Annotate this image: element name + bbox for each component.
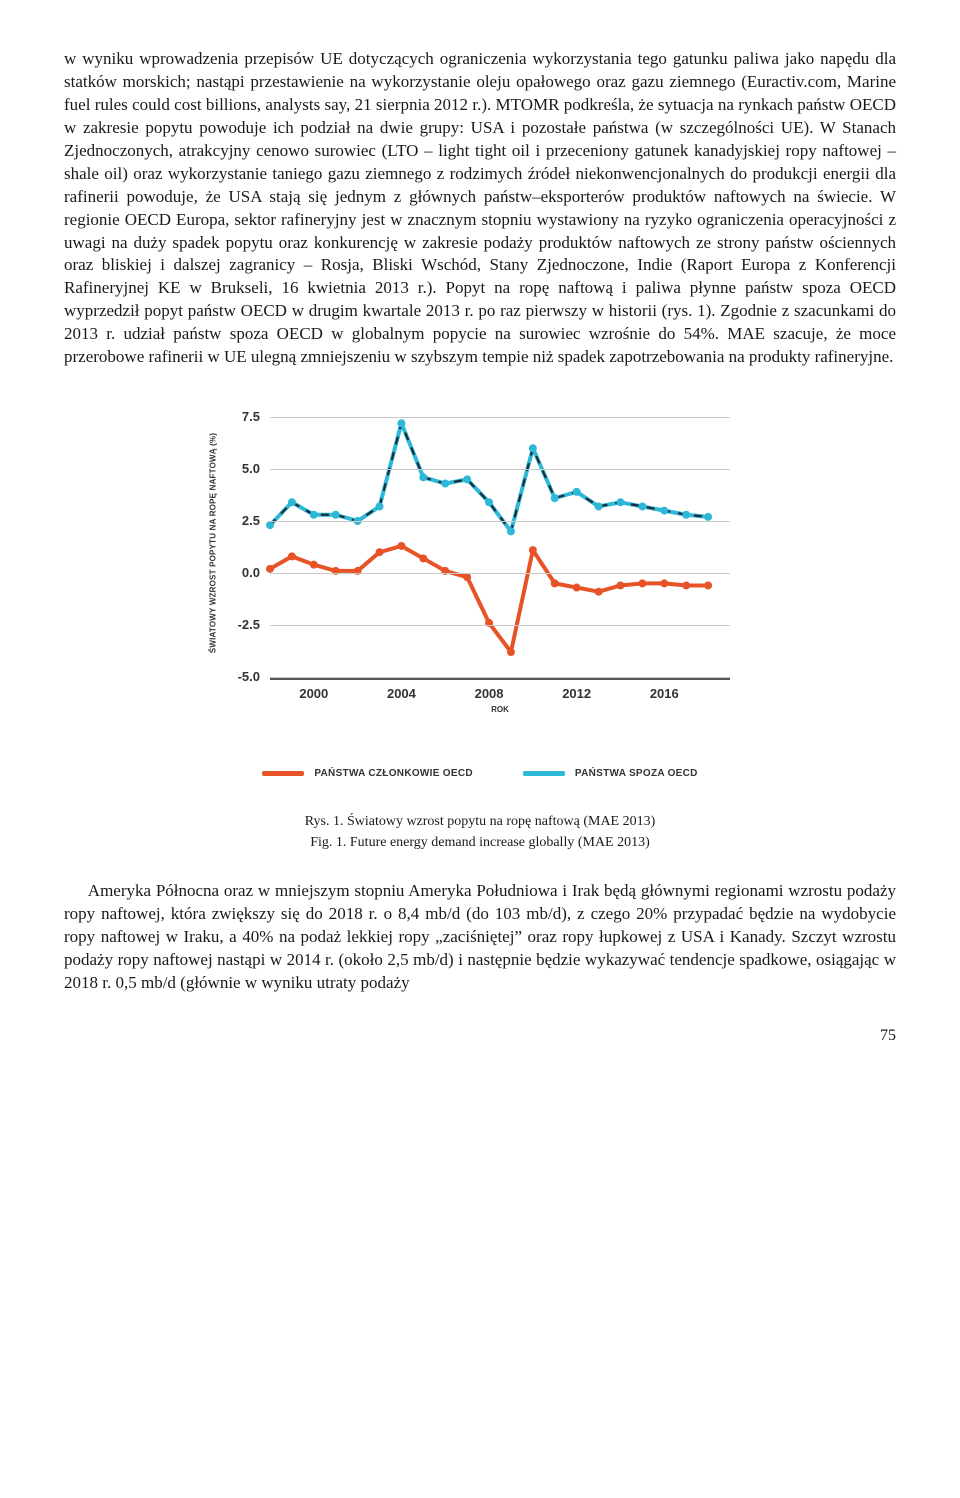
gridline <box>270 521 730 522</box>
series-marker <box>595 588 603 596</box>
gridline <box>270 625 730 626</box>
series-marker <box>310 511 318 519</box>
series-marker <box>419 555 427 563</box>
series-marker <box>682 511 690 519</box>
series-marker <box>638 503 646 511</box>
y-axis-label: ŚWIATOWY WZROST POPYTU NA ROPĘ NAFTOWĄ (… <box>209 433 220 653</box>
series-marker <box>660 580 668 588</box>
series-marker <box>704 582 712 590</box>
plot-area: 7.55.02.50.0-2.5-5.0 <box>270 417 730 680</box>
series-marker <box>332 511 340 519</box>
body-paragraph-1: w wyniku wprowadzenia przepisów UE dotyc… <box>64 48 896 369</box>
page-number: 75 <box>64 1025 896 1047</box>
series-marker <box>310 561 318 569</box>
series-marker <box>507 648 515 656</box>
series-marker <box>616 582 624 590</box>
y-tick-label: -5.0 <box>238 668 270 686</box>
series-marker <box>529 444 537 452</box>
x-axis-label: ROK <box>491 705 509 716</box>
figure-caption-pl: Rys. 1. Światowy wzrost popytu na ropę n… <box>64 811 896 833</box>
series-marker <box>704 513 712 521</box>
series-marker <box>288 498 296 506</box>
chart-legend: PAŃSTWA CZŁONKOWIE OECD PAŃSTWA SPOZA OEC… <box>200 767 760 781</box>
series-marker <box>551 580 559 588</box>
chart-canvas: ŚWIATOWY WZROST POPYTU NA ROPĘ NAFTOWĄ (… <box>200 403 760 733</box>
series-marker <box>288 552 296 560</box>
y-tick-label: 5.0 <box>242 460 270 478</box>
x-tick-label: 2016 <box>650 685 679 703</box>
x-tick-label: 2012 <box>562 685 591 703</box>
series-marker <box>441 480 449 488</box>
series-marker <box>573 488 581 496</box>
x-tick-label: 2008 <box>475 685 504 703</box>
legend-swatch <box>523 771 565 776</box>
chart-svg <box>270 417 730 677</box>
legend-swatch <box>262 771 304 776</box>
series-marker <box>419 473 427 481</box>
series-marker <box>397 542 405 550</box>
gridline <box>270 469 730 470</box>
series-marker <box>376 548 384 556</box>
series-marker <box>376 503 384 511</box>
figure-caption: Rys. 1. Światowy wzrost popytu na ropę n… <box>64 811 896 854</box>
series-marker <box>397 419 405 427</box>
body-paragraph-2: Ameryka Północna oraz w mniejszym stopni… <box>64 880 896 995</box>
y-tick-label: -2.5 <box>238 616 270 634</box>
series-marker <box>616 498 624 506</box>
legend-item: PAŃSTWA CZŁONKOWIE OECD <box>262 767 473 781</box>
x-tick-label: 2000 <box>299 685 328 703</box>
gridline <box>270 573 730 574</box>
series-marker <box>551 494 559 502</box>
legend-label: PAŃSTWA SPOZA OECD <box>575 767 698 781</box>
figure-1: ŚWIATOWY WZROST POPYTU NA ROPĘ NAFTOWĄ (… <box>200 403 760 781</box>
series-marker <box>463 573 471 581</box>
series-marker <box>573 584 581 592</box>
y-tick-label: 0.0 <box>242 564 270 582</box>
legend-label: PAŃSTWA CZŁONKOWIE OECD <box>314 767 473 781</box>
series-marker <box>595 503 603 511</box>
series-marker <box>638 580 646 588</box>
figure-caption-en: Fig. 1. Future energy demand increase gl… <box>64 832 896 854</box>
series-marker <box>463 476 471 484</box>
y-tick-label: 7.5 <box>242 408 270 426</box>
series-marker <box>660 507 668 515</box>
series-marker <box>507 528 515 536</box>
series-marker <box>682 582 690 590</box>
legend-item: PAŃSTWA SPOZA OECD <box>523 767 698 781</box>
gridline <box>270 417 730 418</box>
series-marker <box>529 546 537 554</box>
gridline <box>270 677 730 678</box>
series-marker <box>485 498 493 506</box>
y-tick-label: 2.5 <box>242 512 270 530</box>
series-line <box>270 546 708 652</box>
x-tick-label: 2004 <box>387 685 416 703</box>
